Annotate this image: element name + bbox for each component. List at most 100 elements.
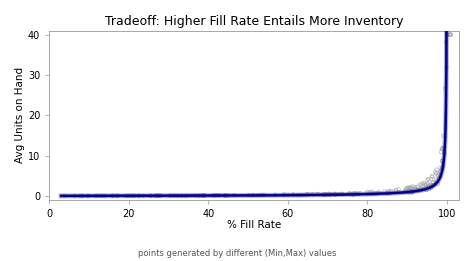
Point — [417, 186, 424, 190]
Point — [97, 194, 105, 198]
Point — [92, 194, 100, 198]
Point — [114, 194, 122, 198]
Point — [421, 182, 429, 187]
Point — [248, 193, 256, 197]
Point — [404, 186, 411, 190]
Point — [432, 171, 440, 176]
Point — [367, 192, 374, 196]
Point — [350, 192, 358, 197]
Point — [157, 193, 164, 198]
Point — [201, 194, 208, 198]
Point — [225, 193, 232, 198]
Point — [99, 194, 106, 198]
Point — [320, 192, 328, 197]
Point — [439, 146, 447, 150]
Point — [322, 192, 330, 196]
Point — [124, 194, 131, 198]
Point — [408, 191, 415, 195]
Point — [367, 190, 374, 194]
Point — [196, 193, 203, 198]
Point — [332, 192, 339, 197]
Point — [335, 192, 343, 196]
Point — [392, 188, 400, 192]
Point — [405, 189, 413, 193]
Point — [325, 192, 333, 196]
Point — [155, 194, 163, 198]
Point — [438, 159, 446, 163]
Point — [424, 182, 432, 186]
Point — [330, 192, 337, 197]
Point — [374, 191, 382, 195]
Point — [230, 193, 238, 197]
Point — [369, 192, 376, 196]
X-axis label: % Fill Rate: % Fill Rate — [227, 220, 281, 230]
Point — [417, 187, 425, 191]
Point — [422, 186, 429, 190]
Point — [408, 190, 416, 194]
Point — [289, 192, 297, 197]
Point — [166, 194, 174, 198]
Point — [355, 192, 363, 196]
Point — [215, 193, 223, 198]
Point — [418, 187, 426, 192]
Point — [303, 192, 311, 196]
Point — [418, 188, 425, 192]
Point — [330, 192, 338, 196]
Point — [363, 192, 371, 196]
Point — [424, 181, 431, 185]
Point — [444, 33, 451, 37]
Point — [356, 191, 364, 195]
Point — [407, 189, 415, 193]
Point — [387, 189, 395, 193]
Point — [353, 191, 361, 195]
Point — [444, 33, 452, 37]
Point — [443, 65, 450, 69]
Point — [319, 193, 327, 197]
Point — [295, 193, 303, 197]
Point — [429, 181, 437, 185]
Point — [187, 193, 195, 198]
Point — [256, 193, 264, 197]
Point — [327, 193, 334, 197]
Point — [154, 194, 162, 198]
Point — [175, 194, 182, 198]
Point — [442, 40, 450, 44]
Point — [408, 187, 415, 191]
Point — [447, 33, 454, 37]
Point — [281, 192, 288, 197]
Point — [171, 193, 179, 198]
Point — [327, 192, 334, 197]
Point — [433, 168, 440, 172]
Point — [414, 187, 421, 192]
Point — [290, 193, 298, 197]
Point — [431, 183, 438, 187]
Point — [210, 193, 218, 198]
Point — [280, 193, 287, 197]
Point — [178, 193, 185, 198]
Point — [122, 194, 130, 198]
Point — [300, 193, 307, 197]
Point — [93, 194, 101, 198]
Point — [190, 193, 198, 198]
Point — [199, 193, 206, 198]
Point — [297, 193, 304, 197]
Point — [346, 191, 353, 195]
Point — [309, 192, 316, 196]
Point — [352, 192, 359, 196]
Point — [200, 193, 207, 197]
Point — [260, 193, 267, 197]
Point — [439, 165, 447, 169]
Point — [433, 179, 440, 183]
Point — [135, 194, 143, 198]
Point — [192, 193, 200, 198]
Point — [373, 192, 380, 196]
Point — [130, 194, 138, 198]
Point — [414, 185, 421, 189]
Point — [153, 193, 161, 198]
Point — [420, 181, 428, 185]
Point — [408, 190, 415, 194]
Point — [447, 33, 455, 37]
Point — [438, 159, 446, 163]
Point — [381, 189, 388, 193]
Point — [395, 187, 402, 191]
